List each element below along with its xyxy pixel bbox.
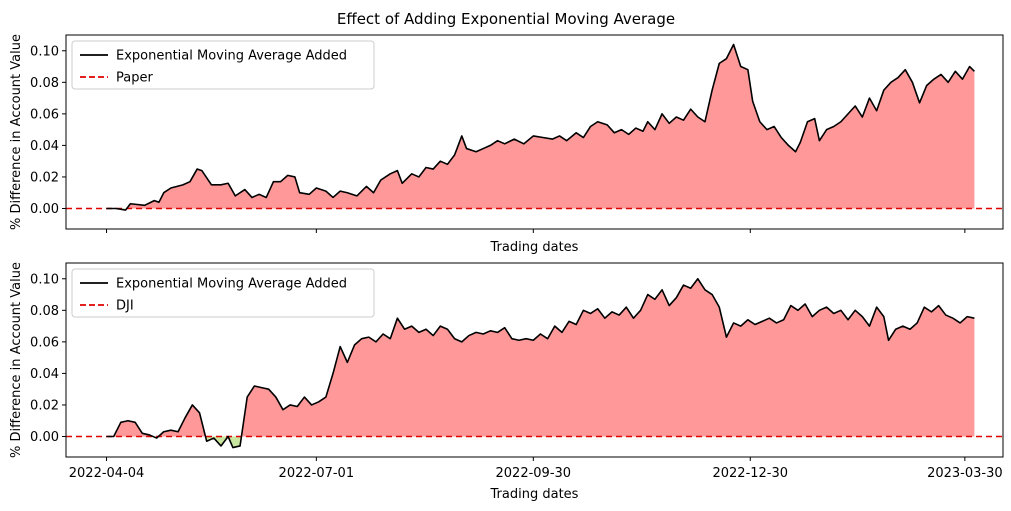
y-axis-label: % Difference in Account Value: [9, 262, 24, 458]
y-tick-label: 0.00: [30, 202, 59, 217]
y-tick-label: 0.00: [30, 430, 59, 445]
y-tick-label: 0.06: [30, 107, 59, 122]
x-tick-label: 2022-12-30: [712, 466, 788, 481]
y-axis-label: % Difference in Account Value: [9, 34, 24, 230]
y-tick-label: 0.02: [30, 398, 59, 413]
x-tick-label: 2022-07-01: [279, 466, 355, 481]
legend-box: [71, 268, 375, 318]
x-tick-label: 2022-09-30: [496, 466, 572, 481]
legend-label: Paper: [116, 71, 153, 86]
positive-difference-area: [126, 44, 975, 209]
y-tick-label: 0.04: [30, 367, 59, 382]
y-tick-label: 0.10: [30, 272, 59, 287]
axes-frame: [65, 34, 1004, 230]
y-tick-label: 0.08: [30, 304, 59, 319]
legend-box: [71, 40, 375, 90]
legend: Exponential Moving Average Added Paper: [71, 40, 375, 90]
y-tick-label: 0.10: [30, 44, 59, 59]
axes-frame: [65, 262, 1004, 458]
y-tick-label: 0.06: [30, 335, 59, 350]
top-panel: 0.00 0.02 0.04 0.06 0.08 0.10 Trading dates % D…: [9, 34, 1004, 255]
x-axis-label: Trading dates: [490, 240, 579, 255]
chart-title: Effect of Adding Exponential Moving Aver…: [337, 10, 675, 28]
x-tick-label: 2022-04-04: [69, 466, 145, 481]
x-axis-label: Trading dates: [490, 487, 579, 502]
y-tick-label: 0.08: [30, 76, 59, 91]
series-line: [106, 43, 975, 211]
y-tick-label: 0.04: [30, 139, 59, 154]
bottom-panel: 0.00 0.02 0.04 0.06 0.08 0.10 2022-04-04 2022-0…: [9, 262, 1004, 502]
x-tick-label: 2023-03-30: [927, 466, 1003, 481]
plot-area: [66, 43, 1003, 211]
y-tick-label: 0.02: [30, 170, 59, 185]
plot-area: [66, 277, 1003, 449]
legend: Exponential Moving Average Added DJI: [71, 268, 375, 318]
series-line: [106, 277, 975, 449]
legend-label: DJI: [116, 299, 134, 314]
legend-label: Exponential Moving Average Added: [116, 277, 347, 292]
legend-label: Exponential Moving Average Added: [116, 49, 347, 64]
positive-difference-area: [113, 278, 975, 437]
